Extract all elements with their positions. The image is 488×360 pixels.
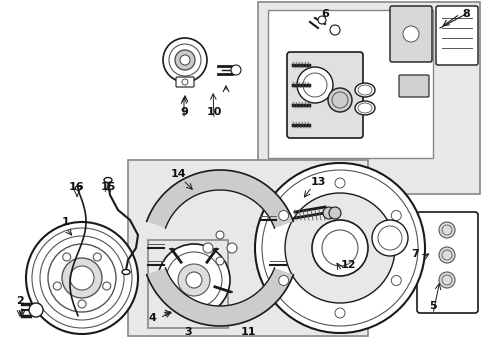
Bar — [267, 10, 432, 158]
Circle shape — [254, 163, 424, 333]
FancyBboxPatch shape — [435, 6, 477, 65]
Circle shape — [390, 211, 401, 220]
Circle shape — [329, 25, 339, 35]
Text: 8: 8 — [461, 9, 469, 19]
Bar — [128, 160, 367, 336]
Text: 16: 16 — [69, 182, 84, 192]
Circle shape — [285, 193, 394, 303]
Circle shape — [327, 88, 351, 112]
Text: 1: 1 — [62, 217, 70, 227]
Text: 2: 2 — [16, 296, 24, 306]
Circle shape — [185, 272, 202, 288]
FancyBboxPatch shape — [176, 77, 194, 87]
Circle shape — [328, 207, 340, 219]
Bar — [258, 2, 479, 194]
Circle shape — [278, 275, 288, 285]
Text: 4: 4 — [148, 313, 156, 323]
Circle shape — [70, 266, 94, 290]
FancyBboxPatch shape — [389, 6, 431, 62]
Text: 13: 13 — [310, 177, 325, 187]
Circle shape — [317, 16, 325, 24]
Circle shape — [311, 220, 367, 276]
Text: 6: 6 — [321, 9, 328, 19]
FancyBboxPatch shape — [416, 212, 477, 313]
Circle shape — [53, 282, 61, 290]
Circle shape — [323, 207, 334, 219]
Text: 10: 10 — [206, 107, 221, 117]
Circle shape — [102, 282, 110, 290]
Circle shape — [402, 26, 418, 42]
Polygon shape — [146, 170, 293, 228]
Circle shape — [26, 222, 138, 334]
Circle shape — [216, 231, 224, 239]
Polygon shape — [146, 268, 293, 326]
Circle shape — [93, 253, 101, 261]
Ellipse shape — [75, 186, 81, 190]
Circle shape — [175, 50, 195, 70]
Circle shape — [278, 211, 288, 220]
Circle shape — [158, 244, 229, 316]
Ellipse shape — [354, 83, 374, 97]
Circle shape — [178, 264, 209, 296]
Circle shape — [390, 275, 401, 285]
Circle shape — [226, 243, 237, 253]
Ellipse shape — [122, 270, 130, 274]
Circle shape — [180, 55, 190, 65]
Text: 9: 9 — [180, 107, 187, 117]
Circle shape — [78, 300, 86, 308]
Circle shape — [62, 258, 102, 298]
Ellipse shape — [104, 177, 112, 183]
Text: 7: 7 — [410, 249, 418, 259]
Circle shape — [438, 222, 454, 238]
Circle shape — [163, 38, 206, 82]
Circle shape — [438, 247, 454, 263]
Text: 11: 11 — [240, 327, 255, 337]
Circle shape — [334, 178, 345, 188]
Circle shape — [296, 67, 332, 103]
Ellipse shape — [354, 101, 374, 115]
Text: 3: 3 — [184, 327, 191, 337]
Text: 14: 14 — [170, 169, 185, 179]
FancyBboxPatch shape — [398, 75, 428, 97]
Bar — [148, 240, 227, 328]
Circle shape — [371, 220, 407, 256]
Text: 12: 12 — [340, 260, 355, 270]
Circle shape — [230, 65, 241, 75]
Circle shape — [334, 308, 345, 318]
FancyBboxPatch shape — [286, 52, 362, 138]
Circle shape — [62, 253, 71, 261]
Circle shape — [203, 243, 213, 253]
Text: 5: 5 — [428, 301, 436, 311]
Text: 15: 15 — [100, 182, 116, 192]
Circle shape — [216, 257, 224, 265]
Circle shape — [182, 79, 187, 85]
Circle shape — [438, 272, 454, 288]
Circle shape — [29, 303, 43, 317]
